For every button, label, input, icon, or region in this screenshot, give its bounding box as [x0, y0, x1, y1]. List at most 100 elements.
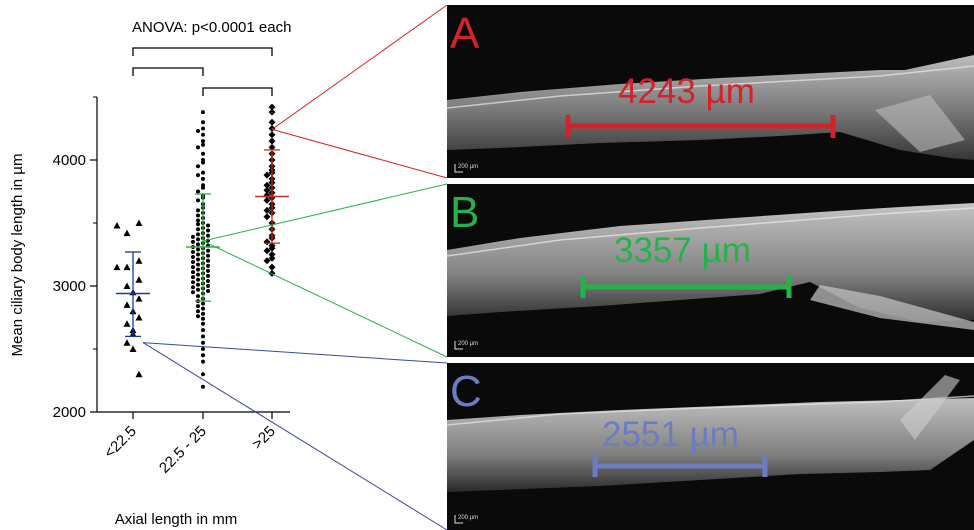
- data-point-circle: [206, 248, 210, 253]
- data-point-circle: [196, 304, 200, 309]
- data-point-triangle: [123, 320, 131, 327]
- callout-line-top: [271, 4, 448, 130]
- y-tick-label: 3000: [53, 278, 86, 295]
- data-point-circle: [201, 126, 205, 131]
- data-point-circle: [196, 189, 200, 194]
- data-point-circle: [191, 249, 195, 254]
- data-point-circle: [196, 232, 200, 237]
- y-tick-label: 4000: [53, 152, 86, 169]
- data-point-circle: [191, 275, 195, 280]
- data-point-circle: [201, 110, 205, 115]
- data-point-circle: [201, 185, 205, 190]
- callout-line-bottom: [202, 240, 448, 358]
- data-point-circle: [201, 340, 205, 345]
- data-point-diamond: [268, 143, 276, 151]
- x-tick-label: >25: [249, 423, 279, 453]
- data-point-circle: [191, 239, 195, 244]
- panel-b-measure-bar: [580, 276, 792, 298]
- comparison-bracket: [132, 47, 273, 56]
- data-point-circle: [201, 359, 205, 364]
- data-point-circle: [201, 301, 205, 306]
- data-point-circle: [196, 282, 200, 287]
- chart-title: ANOVA: p<0.0001 each: [132, 19, 291, 36]
- data-point-circle: [201, 334, 205, 339]
- data-point-circle: [196, 145, 200, 150]
- data-point-triangle: [113, 222, 121, 229]
- data-point-circle: [206, 289, 210, 294]
- y-ticks: 2000 3000 4000: [53, 96, 97, 421]
- data-point-diamond: [268, 244, 276, 252]
- data-point-triangle: [123, 229, 131, 237]
- svg-text:200 µm: 200 µm: [458, 515, 478, 521]
- data-point-circle: [196, 294, 200, 299]
- data-point-diamond: [268, 131, 276, 139]
- data-point-circle: [196, 208, 200, 213]
- data-point-triangle: [129, 345, 137, 352]
- data-point-diamond: [268, 125, 276, 132]
- data-point-circle: [196, 227, 200, 232]
- data-point-circle: [201, 384, 205, 389]
- data-point-diamond: [263, 238, 271, 246]
- y-axis-label: Mean ciliary body length in µm: [9, 154, 26, 357]
- data-point-diamond: [263, 186, 271, 194]
- callout-connectors: [142, 4, 448, 530]
- data-point-circle: [206, 278, 210, 283]
- data-point-diamond: [268, 108, 276, 116]
- x-ticks: <22.5 22.5 - 25 >25: [101, 412, 279, 477]
- data-point-circle: [196, 213, 200, 218]
- data-point-circle: [196, 252, 200, 257]
- oct-panel-c: C 2551 µm 200 µm: [446, 363, 974, 530]
- data-point-circle: [201, 353, 205, 358]
- comparison-brackets: [132, 47, 273, 96]
- data-point-circle: [201, 328, 205, 333]
- data-point-circle: [201, 142, 205, 147]
- data-point-circle: [196, 173, 200, 178]
- data-point-circle: [201, 316, 205, 321]
- data-point-triangle: [135, 314, 143, 321]
- y-tick-label: 2000: [53, 404, 86, 421]
- data-point-circle: [196, 314, 200, 319]
- error-bars: [116, 149, 289, 338]
- data-point-circle: [201, 347, 205, 351]
- data-point-circle: [196, 129, 200, 134]
- panel-a-letter: A: [450, 9, 480, 58]
- data-point-circle: [201, 139, 205, 144]
- svg-text:200 µm: 200 µm: [458, 164, 478, 170]
- svg-text:200 µm: 200 µm: [458, 341, 478, 347]
- callout-line-bottom: [142, 342, 448, 530]
- data-point-diamond: [268, 103, 276, 111]
- data-point-circle: [191, 260, 195, 265]
- panel-c-letter: C: [450, 367, 482, 416]
- data-point-triangle: [135, 370, 143, 378]
- data-point-circle: [201, 306, 205, 311]
- data-point-circle: [196, 218, 200, 223]
- data-point-diamond: [268, 118, 276, 126]
- data-point-circle: [196, 272, 200, 277]
- data-point-triangle: [123, 339, 131, 346]
- data-point-diamond: [263, 206, 271, 214]
- comparison-bracket: [132, 67, 204, 76]
- data-point-circle: [196, 247, 200, 252]
- oct-panel-a: A 4243 µm 200 µm: [446, 5, 974, 178]
- data-point-diamond: [268, 263, 276, 271]
- data-point-circle: [196, 237, 200, 242]
- data-point-circle: [201, 321, 205, 326]
- data-point-diamond: [263, 247, 271, 255]
- data-point-circle: [201, 160, 205, 165]
- data-point-circle: [206, 228, 210, 233]
- data-point-circle: [206, 263, 210, 268]
- data-point-diamond: [263, 213, 271, 221]
- data-point-circle: [196, 198, 200, 203]
- data-point-triangle: [135, 257, 143, 264]
- panel-c-scalebar: 200 µm: [454, 515, 478, 524]
- data-point-circle: [201, 372, 205, 377]
- data-point-diamond: [263, 171, 271, 179]
- data-point-diamond: [263, 181, 271, 189]
- data-point-circle: [206, 284, 210, 288]
- panel-a-measure-bar: [565, 115, 836, 138]
- data-point-circle: [206, 268, 210, 273]
- comparison-bracket: [202, 87, 273, 96]
- oct-panel-b: B 3357 µm 200 µm: [446, 184, 974, 357]
- data-point-diamond: [268, 254, 276, 262]
- data-point-circle: [201, 311, 205, 316]
